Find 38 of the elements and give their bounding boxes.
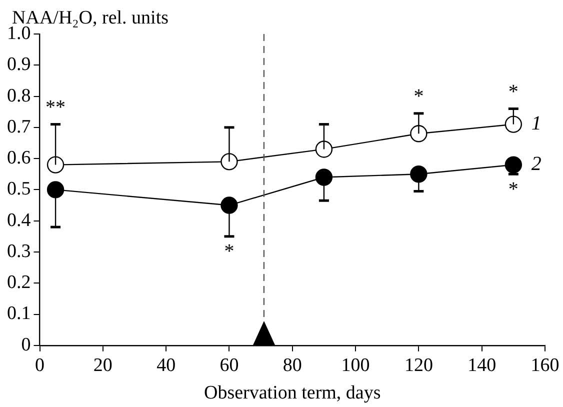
point — [410, 166, 428, 183]
y-tick-label: 0 — [21, 334, 31, 356]
x-tick-label: 0 — [35, 354, 44, 376]
point — [410, 125, 428, 142]
point — [220, 153, 238, 170]
y-tick-label: 0.5 — [7, 178, 31, 200]
point — [504, 116, 522, 133]
y-tick-label: 0.9 — [7, 54, 31, 76]
y-tick-label: 0.1 — [7, 303, 31, 324]
y-tick-label: 0.6 — [7, 148, 31, 169]
x-tick-label: 40 — [156, 354, 176, 376]
annotation: * — [224, 240, 234, 263]
x-axis-title: Observation term, days — [204, 382, 381, 404]
x-tick-label: 60 — [220, 354, 239, 376]
point — [315, 140, 333, 158]
point — [504, 156, 522, 174]
annotation: * — [508, 178, 518, 200]
series-label: 2 — [531, 153, 542, 176]
x-tick-label: 100 — [341, 354, 370, 376]
point — [220, 196, 238, 214]
y-tick-label: 0.8 — [7, 85, 31, 106]
series-label: 1 — [531, 112, 542, 135]
point — [46, 181, 64, 198]
annotation: ** — [46, 96, 66, 119]
x-tick-label: 160 — [530, 354, 560, 376]
point — [46, 156, 64, 174]
y-tick-label: 0.2 — [7, 272, 31, 294]
x-tick-label: 80 — [282, 354, 302, 376]
y-tick-label: 0.7 — [7, 116, 31, 138]
annotation: * — [414, 86, 424, 108]
annotation: * — [508, 80, 518, 103]
x-tick-label: 120 — [404, 354, 433, 376]
x-tick-label: 20 — [93, 354, 112, 376]
y-tick-label: 0.4 — [7, 210, 32, 231]
x-tick-label: 140 — [468, 354, 496, 376]
point — [315, 168, 333, 186]
y-tick-label: 1.0 — [7, 22, 31, 44]
y-tick-label: 0.3 — [7, 240, 31, 262]
